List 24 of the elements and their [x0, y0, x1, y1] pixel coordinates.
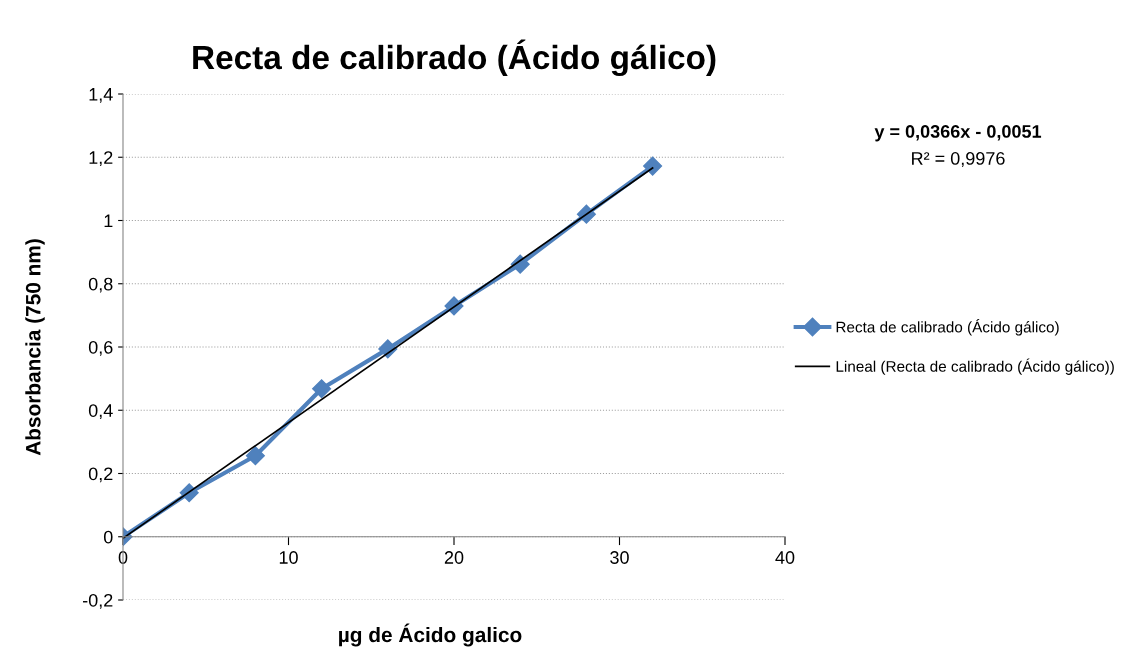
y-tick-label: 1 [104, 214, 113, 228]
point [312, 379, 332, 399]
text: y = 0,0366x - 0,0051 [874, 125, 1042, 142]
y-axis-title: Absorbancia (750 nm) [25, 239, 45, 456]
y-tick-label: 1,2 [89, 151, 113, 167]
x-tick-label: 30 [610, 551, 629, 564]
x-tick-label: 10 [279, 551, 298, 564]
point [643, 156, 663, 176]
point [245, 446, 265, 466]
x-tick-label: 0 [118, 551, 128, 564]
legend-label: Lineal (Recta de calibrado (Ácido gálico)) [836, 358, 1114, 375]
y-tick-label: 0,2 [88, 467, 113, 483]
y-tick-label: 0,6 [88, 340, 113, 356]
y-tick-label: -0,2 [82, 593, 113, 609]
x-tick-label: 40 [775, 551, 795, 564]
legend-label: Recta de calibrado (Ácido gálico) [836, 319, 1059, 336]
chart-title: Recta de calibrado (Ácido gálico) [193, 39, 716, 77]
x-tick-label: 20 [444, 551, 464, 564]
y-tick-label: 1,4 [89, 88, 113, 103]
text: R² = 0,9976 [912, 152, 1005, 167]
y-tick-label: 0 [103, 530, 113, 544]
y-tick-label: 0,8 [88, 277, 113, 293]
x-axis-title: µg de Ácido galico [339, 623, 522, 647]
y-tick-label: 0,4 [88, 404, 113, 420]
